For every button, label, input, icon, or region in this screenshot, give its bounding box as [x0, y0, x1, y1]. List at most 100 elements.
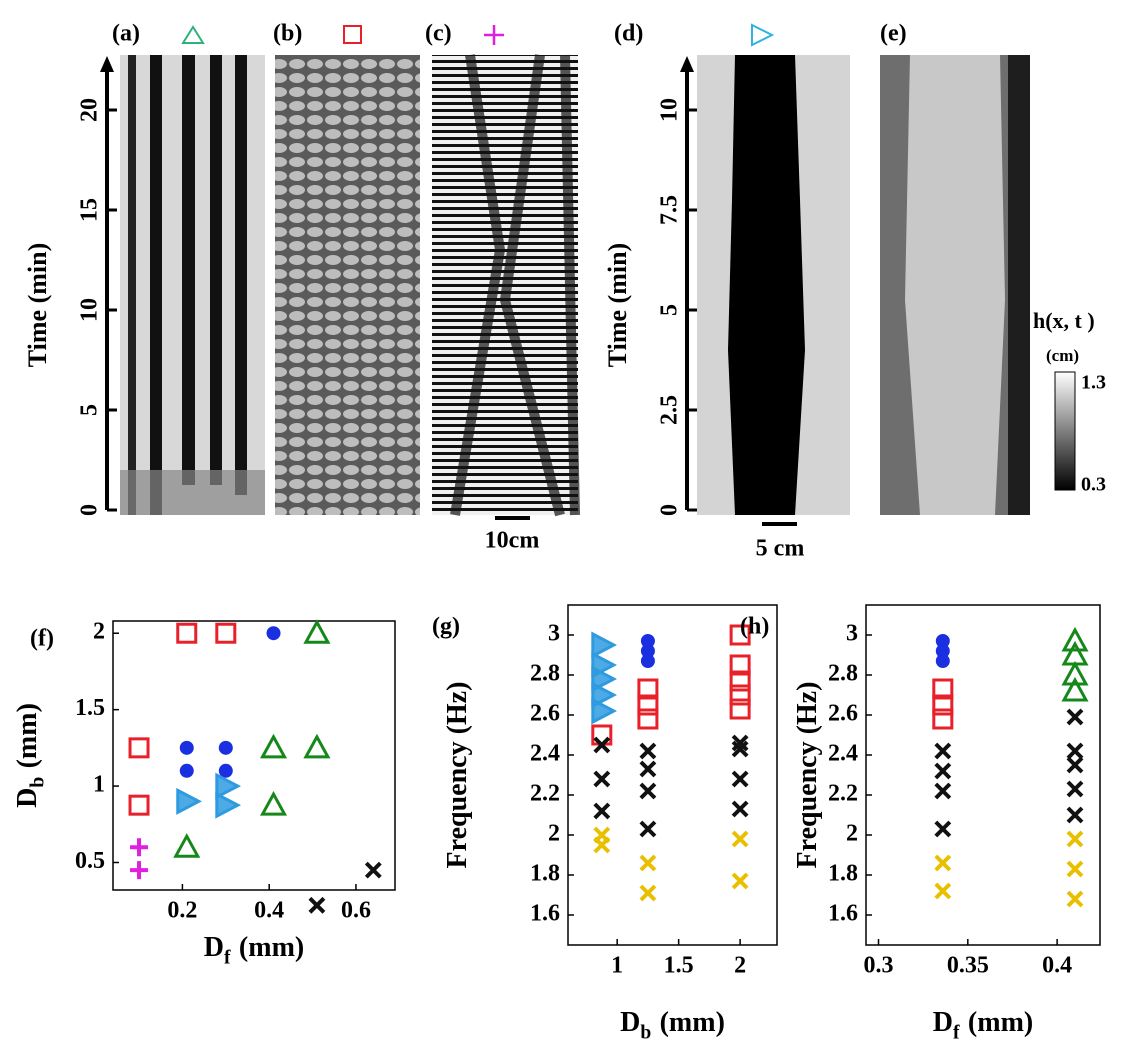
y-tick-label: 1.6 — [828, 901, 858, 927]
point — [1066, 756, 1084, 774]
y-axis-label-part: Frequency (Hz) — [442, 682, 473, 869]
point — [637, 694, 659, 716]
y-tick-label: 3 — [846, 621, 858, 647]
kymograph-b — [275, 55, 420, 515]
point — [934, 854, 952, 872]
y-tick-label: 5 — [657, 304, 683, 316]
point — [179, 740, 194, 755]
y-tick-label: 1 — [93, 772, 105, 798]
point — [639, 820, 657, 838]
point — [215, 622, 237, 644]
point — [593, 770, 611, 788]
y-tick-label: 2 — [846, 821, 858, 847]
point — [731, 740, 749, 758]
x-tick-label: 0.35 — [947, 953, 989, 979]
icon-square — [343, 25, 362, 44]
point — [640, 654, 655, 668]
y-tick-label: 2.4 — [530, 741, 560, 767]
panel-label: (h) — [740, 614, 769, 640]
plot-box — [567, 604, 778, 946]
panel-label: (b) — [273, 21, 302, 47]
y-tick-label: 2.6 — [828, 701, 858, 727]
point — [729, 670, 751, 692]
point — [173, 833, 201, 858]
point — [176, 622, 198, 644]
point — [1066, 860, 1084, 878]
x-axis-label-part: D — [620, 1007, 640, 1038]
x-tick-label: 0.3 — [864, 953, 894, 979]
point — [591, 681, 618, 709]
point — [639, 760, 657, 778]
point — [640, 644, 655, 658]
y-tick-label: 1.5 — [75, 695, 105, 721]
point — [1061, 660, 1089, 686]
kymograph-d — [697, 55, 850, 515]
point — [259, 791, 288, 816]
y-tick-label: 1.6 — [530, 901, 560, 927]
point — [215, 772, 242, 800]
scale-bar-label: 10cm — [485, 528, 540, 554]
x-axis-label-part: D — [933, 1007, 953, 1038]
point — [639, 884, 657, 902]
point — [731, 734, 749, 752]
plot-box — [865, 604, 1101, 946]
y-tick-label: 2.2 — [530, 781, 560, 807]
icon-right-triangle — [751, 23, 775, 47]
point — [1066, 806, 1084, 824]
point — [1066, 708, 1084, 726]
y-axis-label: Frequency (Hz) — [442, 682, 473, 869]
y-tick-label: 0.5 — [75, 848, 105, 874]
y-tick-label: 2.2 — [828, 781, 858, 807]
x-tick-label: 1 — [611, 953, 623, 979]
x-axis-label: Df (mm) — [204, 932, 304, 967]
colorbar-unit: (cm) — [1046, 346, 1079, 365]
x-tick-label: 2 — [734, 953, 746, 979]
point — [1066, 830, 1084, 848]
point — [1061, 676, 1089, 702]
x-axis-label-part: (mm) — [239, 932, 304, 963]
colorbar-title: h(x, t ) — [1033, 308, 1095, 333]
point — [932, 708, 954, 730]
point — [128, 794, 150, 816]
y-tick-label: 2.8 — [530, 661, 560, 687]
panel-label: (f) — [30, 626, 54, 652]
point — [731, 830, 749, 848]
y-tick-label: 0 — [657, 504, 683, 516]
y-tick-label: 2.8 — [828, 661, 858, 687]
point — [130, 861, 149, 880]
point — [731, 872, 749, 890]
y-tick-label: 2 — [93, 619, 105, 645]
colorbar — [1054, 371, 1076, 491]
point — [591, 631, 618, 659]
panel-label: (d) — [614, 21, 643, 47]
colorbar-tick-label: 0.3 — [1081, 474, 1106, 496]
x-tick-label: 0.4 — [254, 898, 284, 924]
axis-arrow — [680, 56, 694, 72]
y-tick-label: 10 — [657, 98, 683, 122]
point — [934, 742, 952, 760]
point — [639, 854, 657, 872]
y-tick-label: 20 — [77, 98, 103, 122]
point — [215, 791, 242, 819]
point — [179, 763, 194, 778]
y-axis-label-part: (mm) — [12, 703, 43, 768]
x-tick-label: 1.5 — [664, 953, 694, 979]
point — [932, 678, 954, 700]
point — [130, 838, 149, 857]
point — [639, 742, 657, 760]
point — [731, 800, 749, 818]
point — [640, 634, 655, 648]
kymograph-a — [120, 55, 265, 515]
point — [593, 802, 611, 820]
point — [266, 626, 281, 641]
y-tick-label: 1.8 — [530, 861, 560, 887]
point — [934, 820, 952, 838]
y-axis-label: Time (min) — [603, 243, 632, 367]
y-tick-label: 2 — [548, 821, 560, 847]
y-tick-label: 5 — [77, 404, 103, 416]
point — [729, 654, 751, 676]
x-tick-label: 0.2 — [167, 898, 197, 924]
y-axis-label: Db (mm) — [12, 703, 47, 808]
